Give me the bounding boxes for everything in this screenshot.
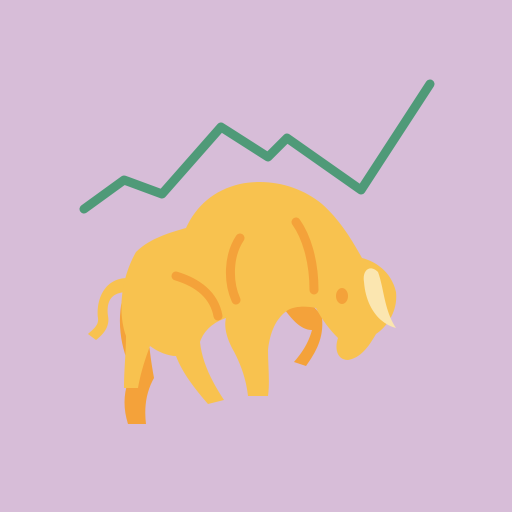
rising-trend-line	[79, 79, 435, 214]
bull-muscle-line-hip	[171, 271, 223, 321]
bull-horn	[363, 268, 396, 328]
bull-far-front-leg	[278, 292, 323, 366]
bull-body	[121, 182, 397, 404]
bull-icon	[88, 182, 397, 424]
bull-muscle-line-chest	[225, 233, 245, 305]
bull-muscle-line-shoulder	[291, 217, 319, 295]
bull-eye	[336, 288, 348, 304]
bull-tail	[88, 278, 128, 340]
